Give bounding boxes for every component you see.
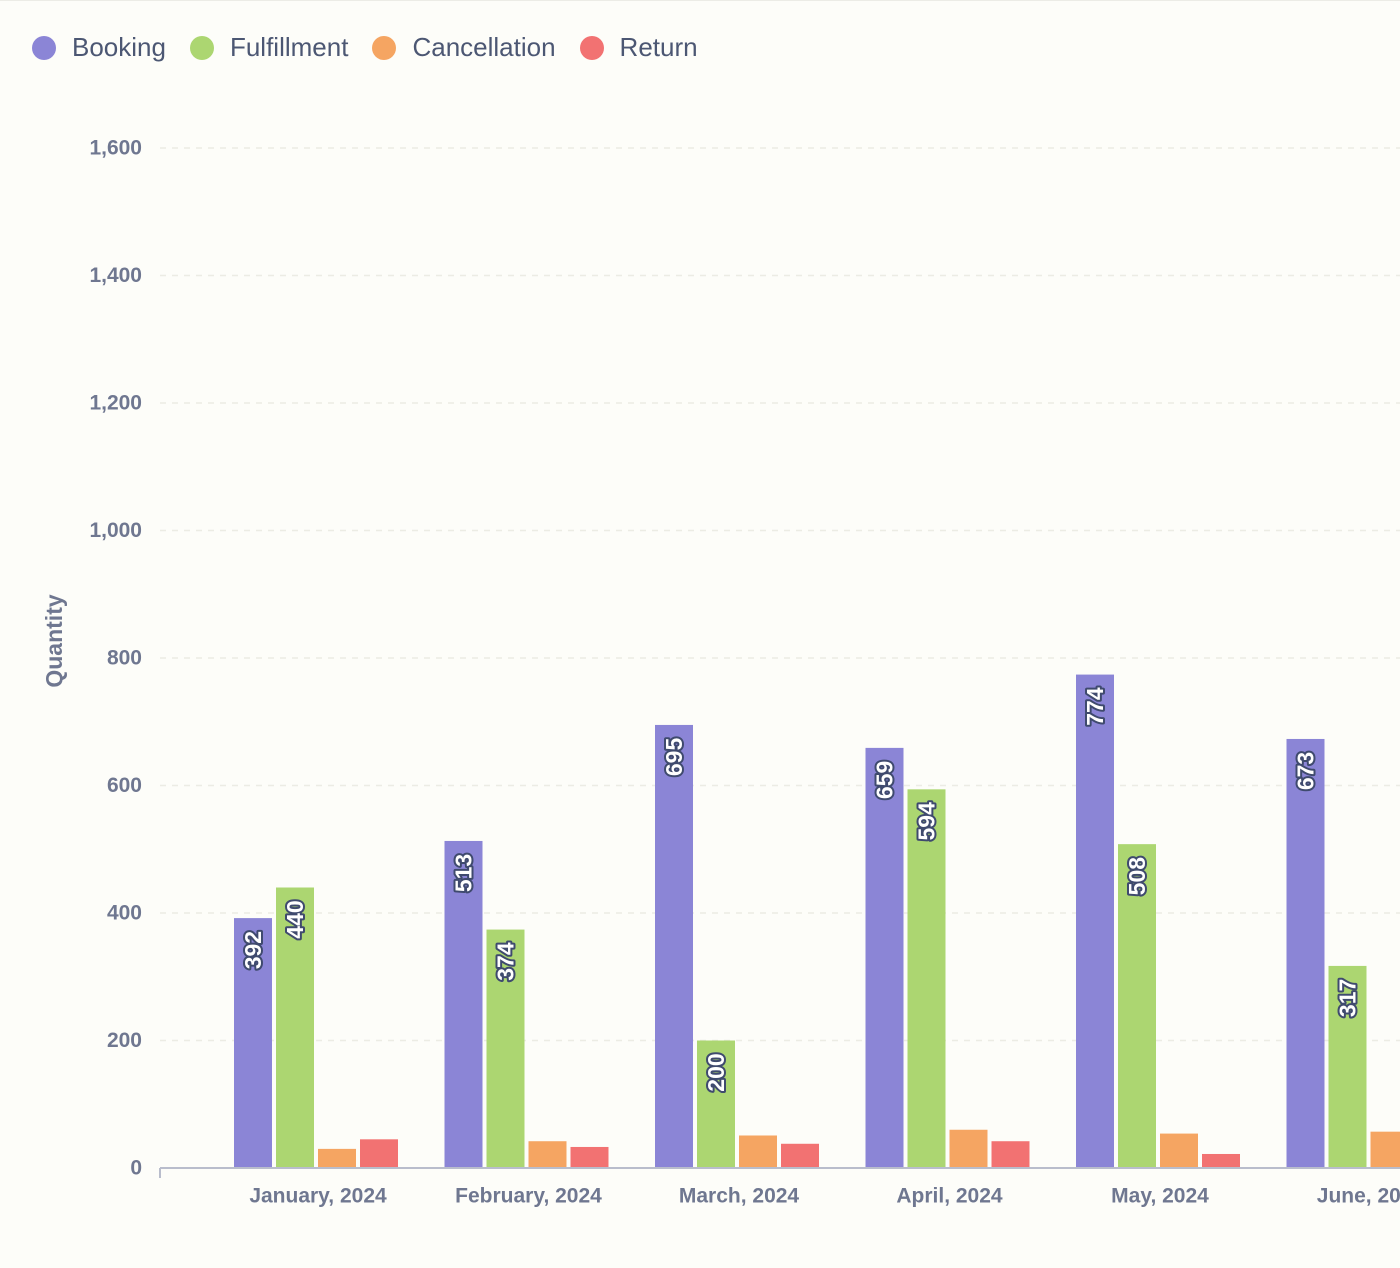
bar-cancellation-3 (949, 1129, 988, 1168)
y-tick-label: 200 (107, 1029, 142, 1052)
y-tick-label: 0 (130, 1157, 142, 1180)
x-tick-label: April, 2024 (896, 1185, 1003, 1208)
data-label-fulfillment: 594 (914, 802, 940, 841)
bar-booking-5 (1286, 738, 1325, 1168)
bar-cancellation-1 (528, 1141, 567, 1168)
bar-return-2 (781, 1143, 819, 1168)
legend-label-fulfillment: Fulfillment (229, 32, 349, 62)
data-label-fulfillment: 200 (703, 1053, 729, 1091)
bar-booking-4 (1076, 674, 1114, 1168)
bar-fulfillment-3 (907, 789, 946, 1168)
x-tick-label: May, 2024 (1111, 1185, 1209, 1208)
legend-dot-return (579, 35, 604, 60)
legend-dot-fulfillment (189, 35, 214, 60)
bar-fulfillment-2 (697, 1040, 735, 1168)
bar-return-1 (570, 1146, 609, 1168)
legend-label-return: Return (619, 32, 698, 62)
data-label-booking: 513 (451, 854, 477, 892)
data-label-booking: 774 (1082, 687, 1108, 726)
y-tick-label: 800 (107, 647, 142, 670)
y-axis-title: Quantity (41, 594, 67, 687)
bar-booking-0 (234, 918, 272, 1168)
bar-fulfillment-1 (486, 929, 525, 1168)
bar-fulfillment-0 (276, 887, 314, 1168)
bar-cancellation-0 (318, 1148, 356, 1168)
legend-dot-booking (32, 35, 56, 60)
legend-item-cancellation[interactable]: Cancellation (372, 32, 556, 63)
data-label-booking: 673 (1293, 752, 1319, 790)
y-tick-label: 1,600 (89, 137, 142, 160)
data-label-booking: 392 (240, 931, 266, 969)
bar-fulfillment-5 (1328, 965, 1367, 1168)
bar-return-4 (1202, 1153, 1240, 1168)
data-label-fulfillment: 374 (493, 942, 519, 981)
legend-dot-cancellation (372, 35, 397, 60)
data-label-fulfillment: 508 (1124, 857, 1150, 896)
chart-legend: Booking Fulfillment Cancellation Return (32, 32, 698, 63)
bar-cancellation-4 (1160, 1133, 1198, 1168)
bar-cancellation-5 (1370, 1131, 1400, 1168)
legend-item-booking[interactable]: Booking (32, 32, 166, 63)
data-label-fulfillment: 440 (282, 900, 308, 938)
bar-return-3 (991, 1141, 1030, 1168)
bar-booking-2 (655, 724, 693, 1168)
legend-label-booking: Booking (72, 32, 166, 62)
bar-booking-3 (865, 747, 904, 1168)
bar-cancellation-2 (739, 1135, 777, 1168)
top-divider (0, 0, 1400, 1)
y-tick-label: 1,000 (89, 519, 142, 542)
data-label-fulfillment: 317 (1335, 979, 1361, 1017)
x-tick-label: March, 2024 (679, 1185, 800, 1208)
data-label-booking: 695 (661, 738, 687, 777)
legend-item-return[interactable]: Return (579, 32, 698, 63)
legend-label-cancellation: Cancellation (412, 32, 556, 62)
bar-booking-1 (444, 840, 483, 1168)
y-tick-label: 600 (107, 774, 142, 797)
y-tick-label: 1,200 (89, 392, 142, 415)
x-tick-label: February, 2024 (455, 1185, 602, 1208)
y-tick-label: 400 (107, 902, 142, 925)
x-tick-label: June, 2024 (1317, 1185, 1400, 1208)
x-tick-label: January, 2024 (249, 1185, 387, 1208)
data-label-booking: 659 (872, 761, 898, 799)
bar-fulfillment-4 (1118, 844, 1156, 1168)
legend-item-fulfillment[interactable]: Fulfillment (189, 32, 349, 63)
y-tick-label: 1,400 (89, 264, 142, 287)
bar-return-0 (360, 1139, 398, 1168)
